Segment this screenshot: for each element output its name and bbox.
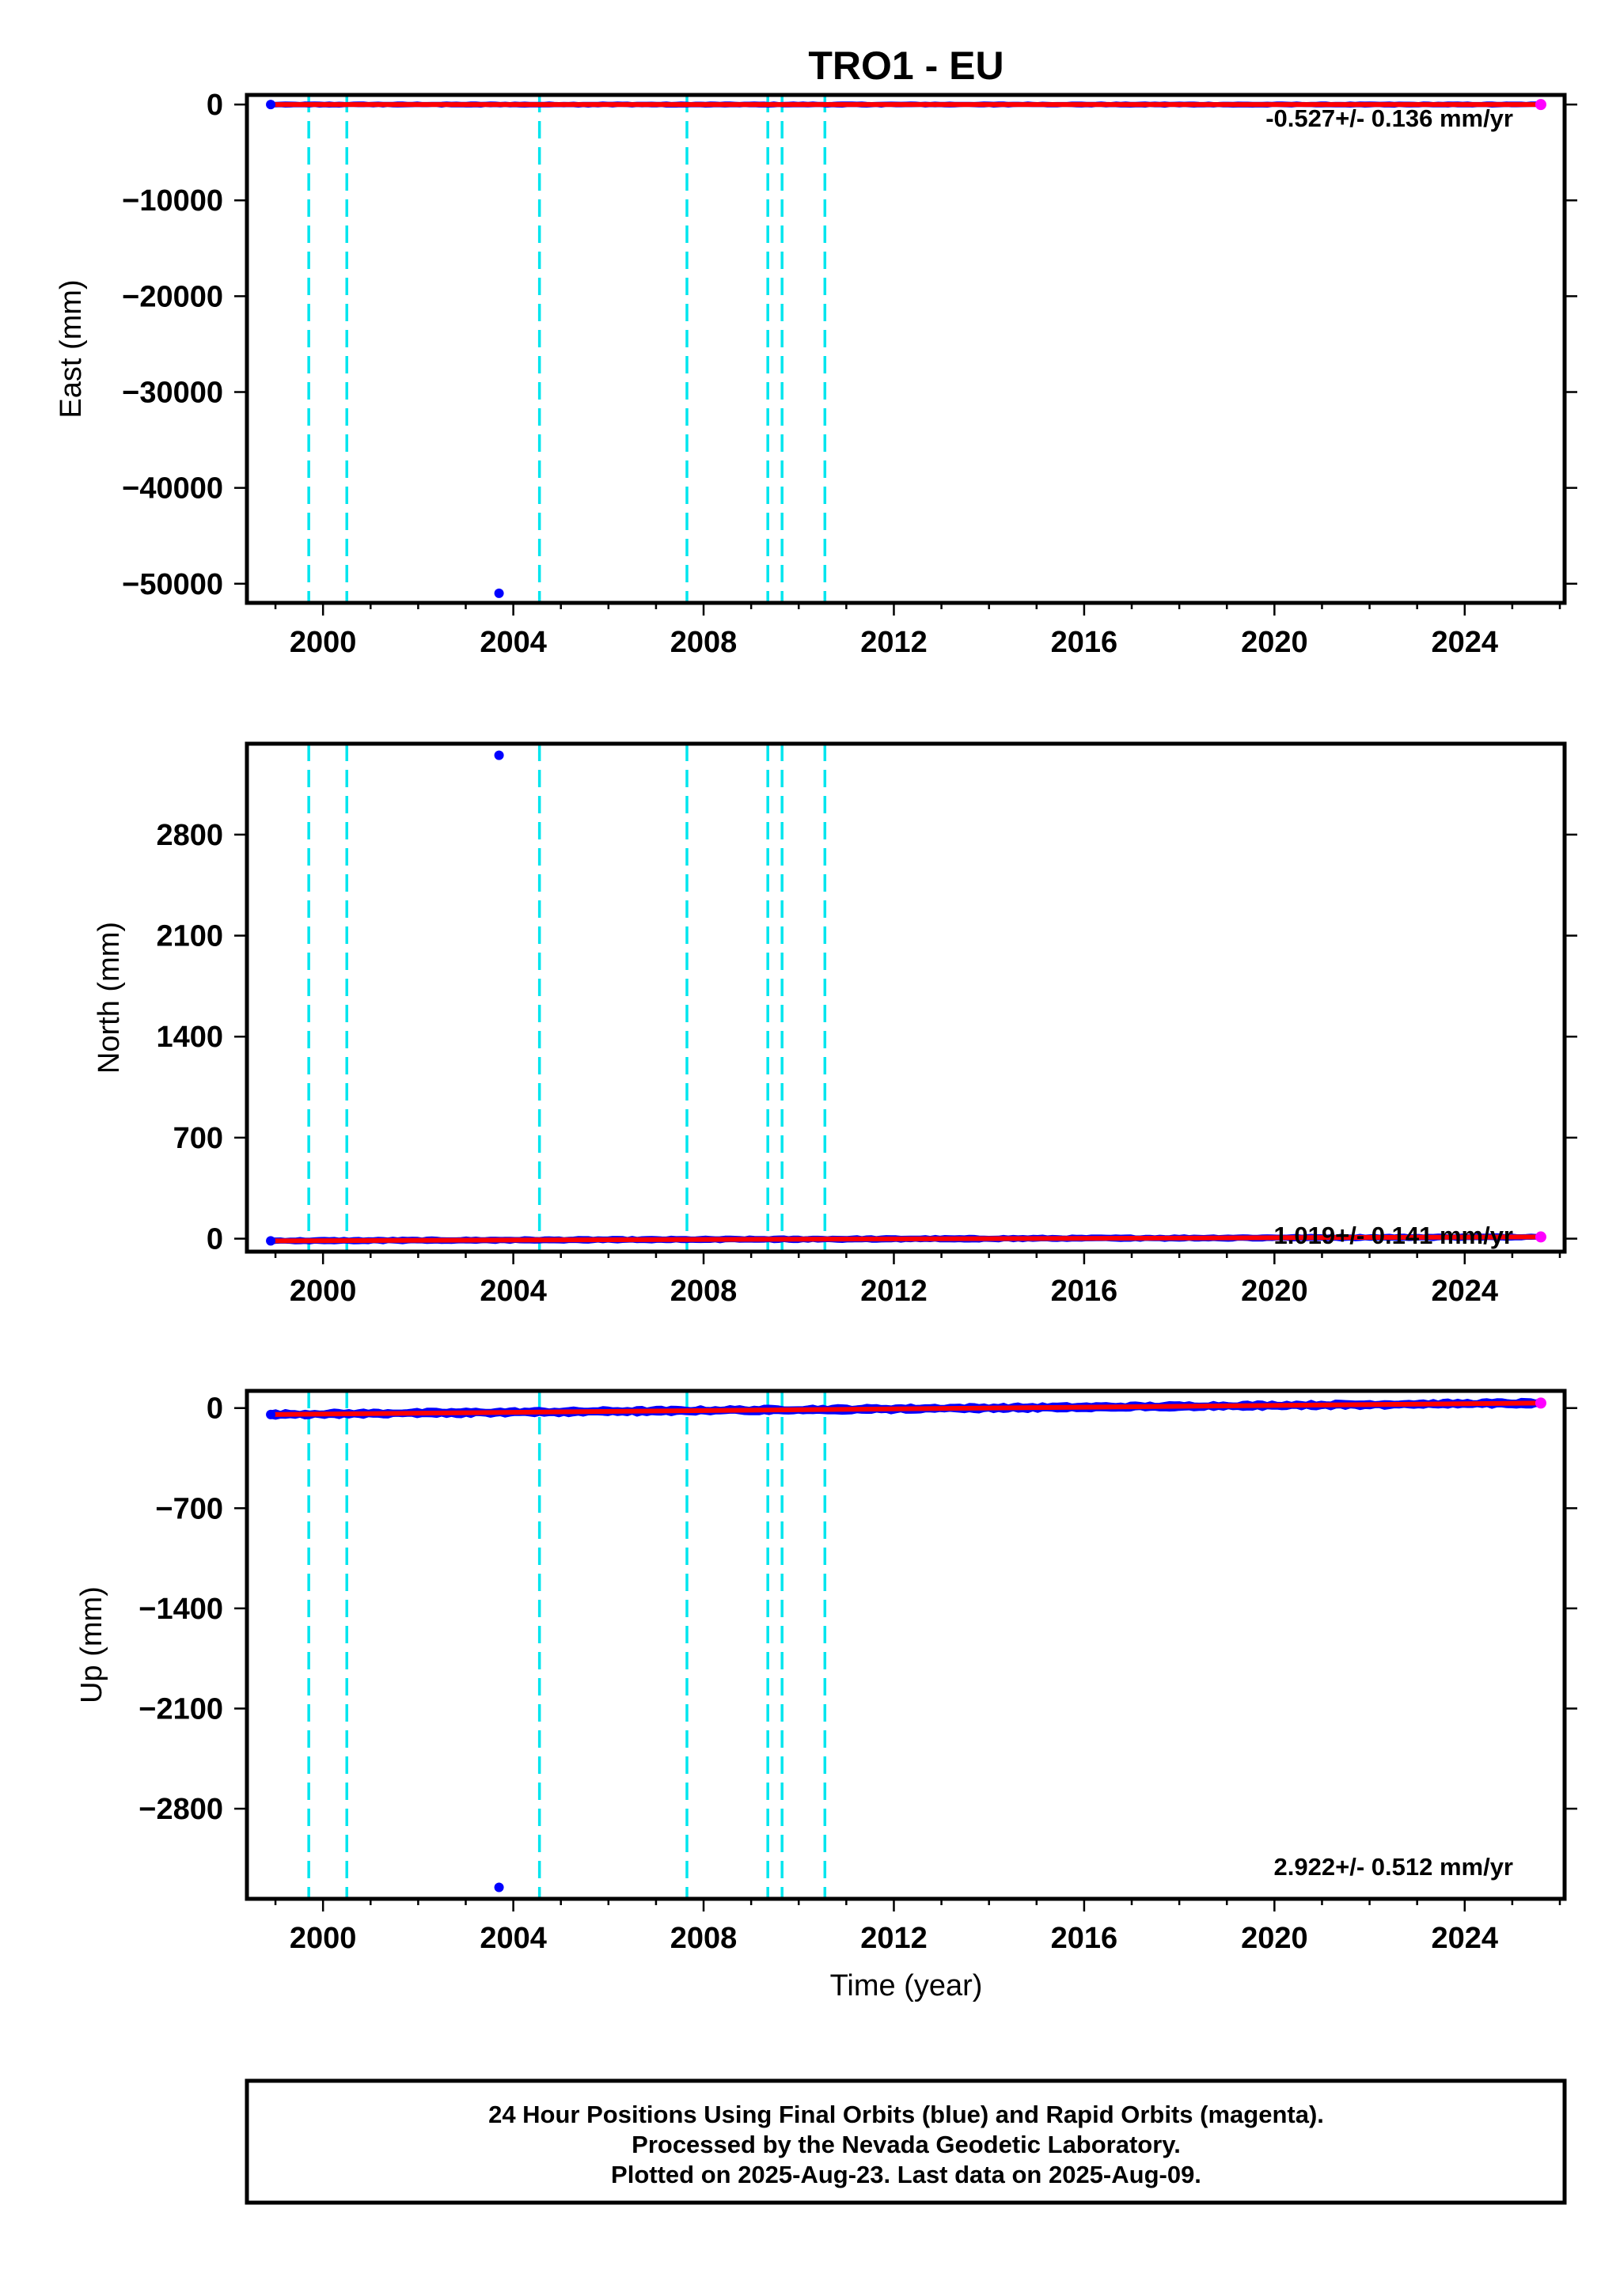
east-y-tick-label-4: −40000 [122, 472, 223, 506]
north-x-tick-label-2020: 2020 [1241, 1275, 1308, 1308]
east-y-tick-label-1: −10000 [122, 184, 223, 218]
footer-frame [245, 2078, 1567, 2205]
east-x-tick-label-2016: 2016 [1051, 626, 1118, 659]
east-x-tick-label-2008: 2008 [670, 626, 738, 659]
up-rapid-orbits-point [1535, 1397, 1546, 1409]
up-x-tick-label-2008: 2008 [670, 1922, 738, 1955]
north-y-tick-label-4: 2800 [156, 819, 223, 852]
north-x-tick-label-2000: 2000 [290, 1275, 357, 1308]
east-y-tick-label-3: −30000 [122, 377, 223, 410]
north-x-tick-label-2004: 2004 [480, 1275, 547, 1308]
north-y-tick-label-3: 2100 [156, 920, 223, 953]
north-rapid-orbits-point [1535, 1231, 1546, 1243]
up-trend-line [271, 1400, 1541, 1417]
up-plot-area [266, 1391, 1546, 1899]
north-first-point [266, 1236, 276, 1246]
up-panel: 2000 2004 2008 2012 2016 2020 2024 0 −700 −1400 −2… [75, 1389, 1577, 1955]
east-x-tick-label-2024: 2024 [1431, 626, 1498, 659]
north-y-tick-label-2: 1400 [156, 1021, 223, 1054]
east-outlier-point-1 [494, 588, 504, 598]
east-y-tick-label-0: 0 [207, 89, 223, 122]
north-x-tick-label-2024: 2024 [1431, 1275, 1498, 1308]
north-plot-area [266, 744, 1546, 1252]
up-x-tick-label-2016: 2016 [1051, 1922, 1118, 1955]
chart-title: TRO1 - EU [808, 44, 1003, 88]
east-panel: 2000 2004 2008 2012 2016 2020 2024 0 −10000 −2000… [55, 89, 1577, 659]
up-y-tick-label-4: −2800 [138, 1793, 223, 1826]
east-x-tick-label-2012: 2012 [860, 626, 928, 659]
north-x-tick-label-2012: 2012 [860, 1275, 928, 1308]
up-outlier-point-1 [494, 1882, 504, 1892]
east-frame [245, 93, 1567, 605]
up-frame [245, 1389, 1567, 1901]
up-rate-label: 2.922+/- 0.512 mm/yr [1274, 1853, 1513, 1881]
north-y-axis-label: North (mm) [93, 922, 126, 1074]
up-y-tick-label-1: −700 [155, 1492, 223, 1525]
up-x-tick-label-2024: 2024 [1431, 1922, 1498, 1955]
east-x-tick-label-2004: 2004 [480, 626, 547, 659]
north-outlier-point-1 [494, 750, 504, 760]
north-rate-label: 1.019+/- 0.141 mm/yr [1274, 1222, 1513, 1249]
x-axis-label: Time (year) [830, 1969, 983, 2002]
up-y-tick-label-2: −1400 [138, 1593, 223, 1626]
north-y-tick-label-1: 700 [173, 1122, 223, 1155]
north-x-tick-label-2008: 2008 [670, 1275, 738, 1308]
east-y-axis-label: East (mm) [55, 279, 88, 418]
north-x-tick-label-2016: 2016 [1051, 1275, 1118, 1308]
up-x-tick-label-2012: 2012 [860, 1922, 928, 1955]
up-y-tick-label-0: 0 [207, 1392, 223, 1426]
up-y-tick-label-3: −2100 [138, 1692, 223, 1726]
east-first-point [266, 100, 276, 110]
north-frame [245, 741, 1567, 1254]
east-rate-label: -0.527+/- 0.136 mm/yr [1265, 104, 1513, 132]
up-y-axis-label: Up (mm) [75, 1586, 108, 1703]
east-x-tick-label-2000: 2000 [290, 626, 357, 659]
north-y-tick-label-0: 0 [207, 1223, 223, 1256]
up-x-tick-label-2004: 2004 [480, 1922, 547, 1955]
east-y-tick-label-5: −50000 [122, 568, 223, 601]
footer-box: 24 Hour Positions Using Final Orbits (bl… [245, 2078, 1567, 2205]
east-rapid-orbits-point [1535, 99, 1546, 111]
east-x-tick-label-2020: 2020 [1241, 626, 1308, 659]
north-panel: 2000 2004 2008 2012 2016 2020 2024 0 700 1400 2100… [93, 741, 1577, 1308]
up-x-tick-label-2000: 2000 [290, 1922, 357, 1955]
east-plot-area [266, 95, 1546, 603]
up-x-tick-label-2020: 2020 [1241, 1922, 1308, 1955]
north-trend-line [271, 1234, 1541, 1244]
footer-line-2: Processed by the Nevada Geodetic Laborat… [632, 2131, 1181, 2158]
east-y-tick-label-2: −20000 [122, 280, 223, 313]
footer-line-3: Plotted on 2025-Aug-23. Last data on 202… [611, 2161, 1201, 2188]
up-first-point [266, 1409, 276, 1419]
footer-line-1: 24 Hour Positions Using Final Orbits (bl… [488, 2101, 1324, 2128]
